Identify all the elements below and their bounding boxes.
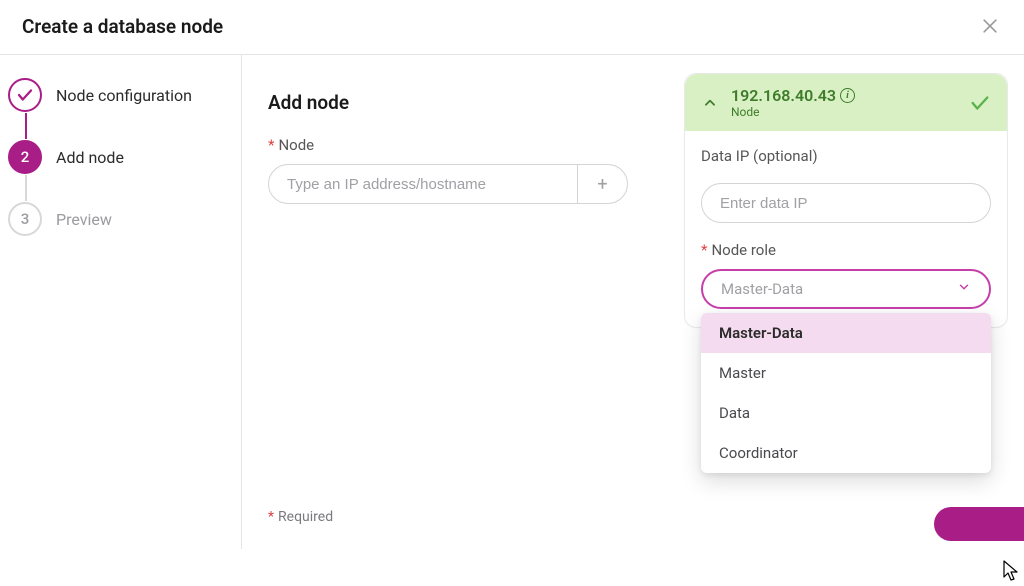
- node-subtitle: Node: [731, 105, 957, 119]
- step-connector: [25, 175, 27, 201]
- role-option-master-data[interactable]: Master-Data: [701, 313, 991, 353]
- node-role-label: *Node role: [701, 241, 991, 259]
- dialog-title: Create a database node: [22, 15, 223, 38]
- cursor-icon: [1002, 560, 1022, 586]
- step-label: Node configuration: [56, 86, 192, 105]
- check-icon: [969, 92, 991, 114]
- node-card-header[interactable]: 192.168.40.43 i Node: [685, 74, 1007, 131]
- role-option-master[interactable]: Master: [701, 353, 991, 393]
- step-node-configuration[interactable]: Node configuration: [8, 77, 241, 113]
- node-role-dropdown: Master-Data Master Data Coordinator: [701, 313, 991, 473]
- step-label: Preview: [56, 210, 112, 229]
- node-ip-input-group: +: [268, 164, 628, 204]
- add-node-button[interactable]: +: [578, 164, 628, 204]
- chevron-down-icon: [957, 280, 971, 298]
- node-ip-input[interactable]: [268, 164, 578, 204]
- data-ip-input[interactable]: [701, 183, 991, 223]
- check-icon: [8, 78, 42, 112]
- step-connector: [25, 113, 27, 139]
- required-asterisk: *: [268, 136, 274, 154]
- primary-action-button[interactable]: [934, 507, 1024, 541]
- step-number: 3: [8, 202, 42, 236]
- chevron-up-icon: [701, 94, 719, 112]
- step-number: 2: [8, 140, 42, 174]
- node-ip-title: 192.168.40.43 i: [731, 86, 957, 105]
- stepper: Node configuration 2 Add node 3 Preview: [0, 54, 242, 549]
- close-icon[interactable]: [978, 14, 1002, 38]
- plus-icon: +: [597, 174, 607, 195]
- node-role-placeholder: Master-Data: [721, 280, 803, 298]
- node-role-select[interactable]: Master-Data Master-Data Master Data Coor…: [701, 269, 991, 309]
- node-card: 192.168.40.43 i Node Data IP (optional) …: [684, 73, 1008, 328]
- step-label: Add node: [56, 148, 124, 167]
- step-add-node[interactable]: 2 Add node: [8, 139, 241, 175]
- data-ip-label: Data IP (optional): [701, 147, 991, 165]
- role-option-coordinator[interactable]: Coordinator: [701, 433, 991, 473]
- step-preview[interactable]: 3 Preview: [8, 201, 241, 237]
- role-option-data[interactable]: Data: [701, 393, 991, 433]
- info-icon[interactable]: i: [840, 88, 855, 103]
- required-note: *Required: [268, 509, 333, 525]
